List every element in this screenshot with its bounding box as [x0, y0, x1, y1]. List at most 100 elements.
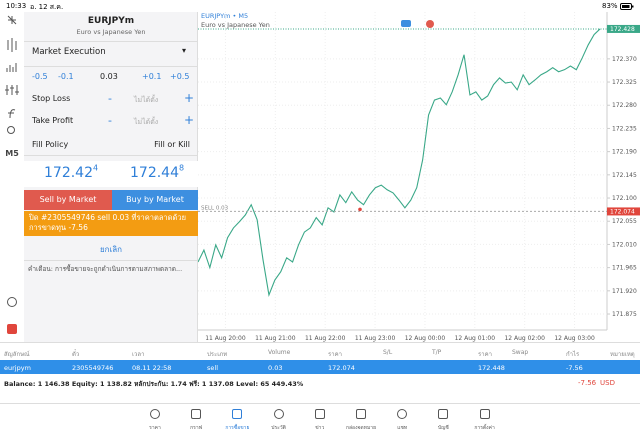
tab-icon[interactable] [273, 409, 284, 419]
crosshair-tool[interactable] [7, 15, 17, 25]
x-tick-label: 11 Aug 22:00 [305, 335, 346, 342]
chart-title: EURJPYm • M5 [201, 12, 248, 20]
column-header[interactable]: ประเภท [207, 351, 228, 358]
divider [0, 403, 640, 404]
timeframe[interactable]: M5 [5, 149, 19, 158]
column-header[interactable]: ราคา [328, 351, 342, 358]
column-header[interactable]: ราคา [478, 351, 492, 358]
take-profit-plus[interactable]: + [184, 113, 195, 127]
price-line [198, 28, 601, 297]
position-row[interactable] [0, 360, 640, 374]
objects-tool[interactable] [7, 126, 15, 134]
y-tick-label: 172.055 [612, 218, 637, 225]
function-tool[interactable] [8, 109, 16, 119]
close-notice[interactable]: ปิด #2305549746 sell 0.03 ที่ราคาตลาดด้ว… [24, 211, 198, 236]
order-panel: EURJPYm Euro vs Japanese Yen Market Exec… [24, 12, 198, 342]
column-header[interactable]: กำไร [566, 351, 580, 358]
ask-main: 172.44 [130, 165, 179, 181]
stop-loss-label: Stop Loss [32, 94, 71, 103]
y-tick-label: 172.235 [612, 125, 637, 132]
tab-label[interactable]: กล่องจดหมาย [345, 425, 377, 431]
tab-label[interactable]: ข่าว [315, 425, 325, 431]
tab-icon[interactable] [438, 409, 449, 419]
battery-level: 83% [602, 2, 618, 10]
total-profit: -7.56 [578, 379, 597, 387]
battery-icon [620, 3, 634, 10]
column-header[interactable]: T/P [432, 349, 442, 356]
execution-type[interactable]: Market Execution [32, 47, 106, 57]
stop-loss-plus[interactable]: + [184, 91, 195, 105]
tab-label[interactable]: แชท [397, 425, 408, 431]
column-header[interactable]: Volume [268, 349, 291, 356]
tab-label[interactable]: การตั้งค่า [474, 425, 495, 431]
y-tick-label: 172.190 [612, 149, 637, 156]
chart-type-tool[interactable] [7, 38, 17, 52]
x-tick-label: 11 Aug 21:00 [255, 335, 296, 342]
take-profit-label: Take Profit [32, 116, 74, 125]
divider [24, 155, 198, 156]
volume-step[interactable]: -0.5 [32, 72, 48, 81]
ask-sup: 8 [179, 163, 185, 173]
search-tool[interactable] [7, 297, 17, 307]
tab-icon[interactable] [232, 409, 243, 419]
symbol[interactable]: EURJPYm [87, 16, 135, 26]
tab-icon[interactable] [397, 409, 408, 419]
tab-label[interactable]: กราฟ [190, 425, 203, 431]
sell-button[interactable]: Sell by Market [24, 190, 112, 210]
column-header[interactable]: ตั๋ว [72, 351, 80, 358]
column-header[interactable]: S/L [383, 349, 393, 356]
table-cell: eurjpym [4, 364, 31, 372]
divider [24, 260, 198, 261]
quote-box [24, 161, 198, 187]
price-chart: EURJPYm • M5 Euro vs Japanese Yen 171.87… [198, 12, 640, 342]
table-cell: 08.11 22:58 [132, 364, 172, 372]
x-tick-label: 11 Aug 23:00 [355, 335, 396, 342]
buy-button[interactable]: Buy by Market [112, 190, 198, 210]
tab-icon[interactable] [191, 409, 202, 419]
tab-icon[interactable] [150, 409, 160, 419]
stop-loss-minus[interactable]: - [108, 92, 112, 105]
clock: 10:33 [6, 2, 27, 10]
trade-icon[interactable] [7, 324, 17, 334]
column-header[interactable]: Swap [512, 349, 529, 356]
indicator-tool[interactable] [5, 85, 19, 95]
tab-label[interactable]: ราคา [149, 425, 161, 431]
bid-main: 172.42 [44, 165, 93, 181]
volume-step[interactable]: -0.1 [58, 72, 74, 81]
x-tick-label: 12 Aug 03:00 [554, 335, 595, 342]
table-cell: 0.03 [268, 364, 283, 372]
column-header[interactable]: เวลา [132, 351, 145, 358]
y-tick-label: 172.145 [612, 172, 637, 179]
last-price-box [607, 24, 640, 33]
cancel-button[interactable]: ยกเลิก [99, 245, 122, 254]
volume-step[interactable]: +0.5 [170, 72, 190, 81]
volume-tool[interactable] [6, 63, 17, 72]
y-tick-label: 171.875 [612, 311, 637, 318]
column-header[interactable]: หมายเหตุ [610, 351, 635, 358]
tab-label[interactable]: การซื้อขาย [225, 425, 250, 431]
fill-policy-value[interactable]: Fill or Kill [154, 140, 190, 149]
y-tick-label: 171.920 [612, 288, 637, 295]
x-tick-label: 12 Aug 01:00 [455, 335, 496, 342]
take-profit-value[interactable]: ไม่ได้ตั้ง [134, 118, 159, 126]
tab-icon[interactable] [356, 409, 366, 419]
chart-button[interactable] [426, 20, 434, 28]
y-tick-label: 171.965 [612, 265, 637, 272]
tab-label[interactable]: ประวัติ [271, 425, 286, 431]
fill-policy-label: Fill Policy [32, 140, 69, 149]
volume-step[interactable]: +0.1 [142, 72, 162, 81]
tab-icon[interactable] [479, 409, 490, 419]
volume-value[interactable]: 0.03 [100, 72, 118, 81]
stop-loss-value[interactable]: ไม่ได้ตั้ง [134, 96, 159, 104]
column-header: สัญลักษณ์ [4, 351, 30, 358]
y-tick-label: 172.325 [612, 79, 637, 86]
tab-icon[interactable] [314, 409, 325, 419]
table-cell: 172.074 [328, 364, 355, 372]
take-profit-minus[interactable]: - [108, 114, 112, 127]
chart-button[interactable] [401, 20, 411, 27]
warning-text: คำเตือน: การซื้อขายจะถูกดำเนินการตามสภาพ… [28, 265, 183, 273]
divider [24, 41, 198, 42]
position-price-box [607, 207, 640, 216]
tab-label[interactable]: บัญชี [437, 425, 449, 431]
